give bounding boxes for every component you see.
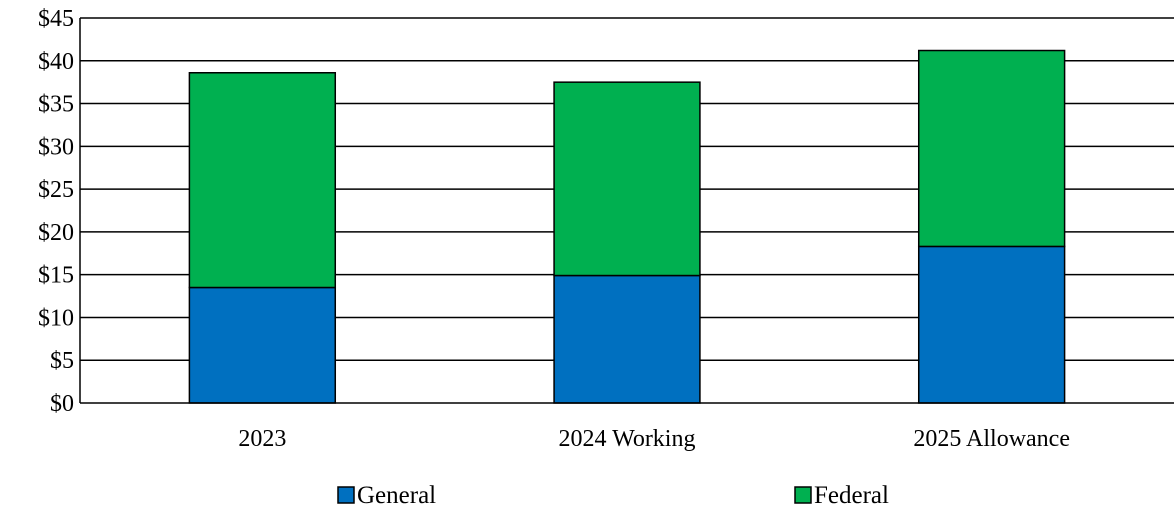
legend-swatch-federal — [794, 486, 812, 504]
y-tick-label: $45 — [38, 6, 74, 32]
y-tick-label: $40 — [38, 49, 74, 75]
bar-segment-general — [917, 245, 1066, 404]
y-tick-label: $15 — [38, 263, 74, 289]
bar-segment-federal — [188, 72, 337, 289]
x-category-label: 2024 Working — [559, 426, 696, 452]
bars — [188, 49, 1066, 404]
legend: General Federal — [337, 482, 889, 509]
y-tick-label: $35 — [38, 92, 74, 118]
x-category-label: 2023 — [238, 426, 286, 452]
x-category-labels: 2023 2024 Working 2025 Allowance — [238, 426, 1070, 452]
y-tick-label: $0 — [50, 391, 74, 417]
y-tick-label: $30 — [38, 134, 74, 160]
bar-segment-federal — [917, 49, 1066, 248]
bar-segment-general — [188, 286, 337, 404]
y-tick-labels: $0 $5 $10 $15 $20 $25 $30 $35 $40 $45 — [38, 6, 74, 417]
legend-label-federal: Federal — [814, 482, 889, 509]
legend-swatch-general — [337, 486, 355, 504]
y-tick-label: $5 — [50, 348, 74, 374]
bar-segment-general — [553, 274, 701, 404]
bar-segment-federal — [553, 81, 701, 277]
y-tick-label: $25 — [38, 177, 74, 203]
y-tick-label: $20 — [38, 220, 74, 246]
y-tick-label: $10 — [38, 305, 74, 331]
legend-label-general: General — [357, 482, 436, 509]
x-category-label: 2025 Allowance — [913, 426, 1070, 452]
